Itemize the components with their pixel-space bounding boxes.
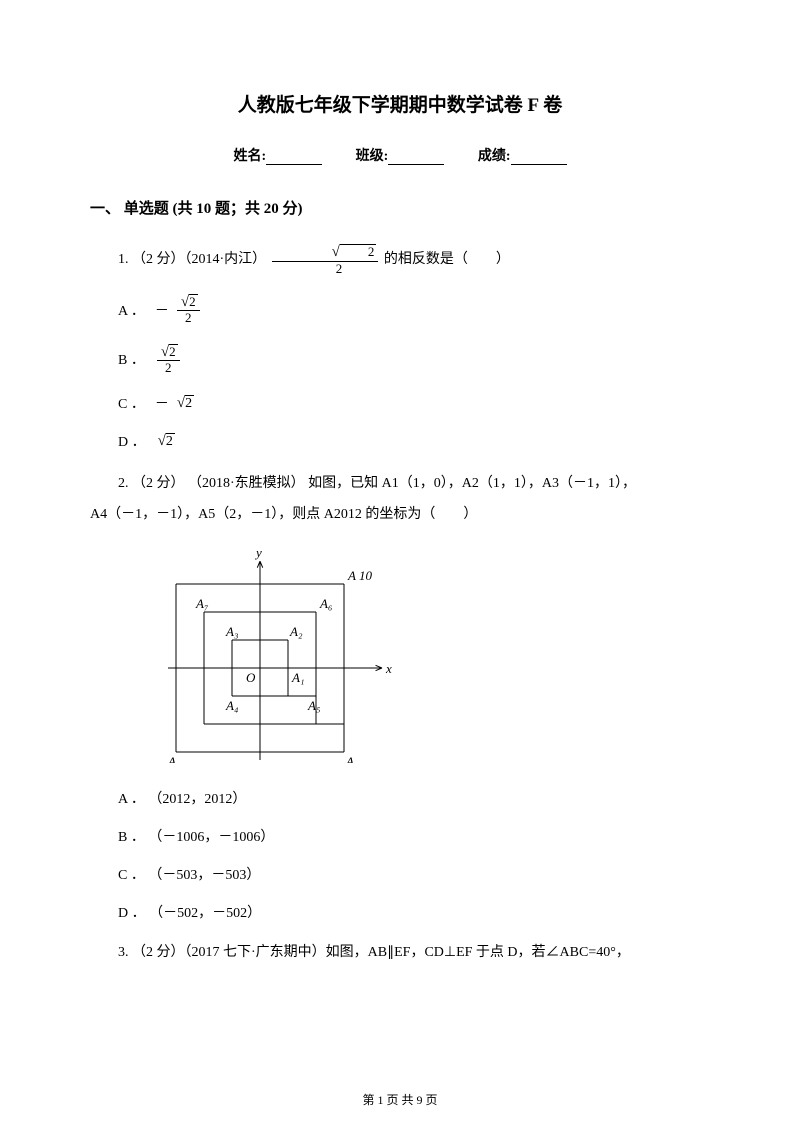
- sqrt-icon: 2: [302, 244, 377, 261]
- minus-sign: －: [155, 393, 169, 413]
- sqrt-icon: 2: [175, 395, 194, 412]
- svg-text:x: x: [385, 661, 392, 676]
- svg-text:A₁: A₁: [291, 670, 304, 685]
- coordinate-diagram: x y O A₁ A₂ A₃ A₄ A₅ A₆ A₇ A₈ A₉ A 10: [150, 543, 410, 763]
- name-label: 姓名:: [233, 145, 266, 165]
- q1-option-d: D ． 2: [118, 431, 710, 451]
- option-label: D ．: [118, 431, 146, 451]
- sqrt-icon: 2: [159, 344, 178, 361]
- q1-fraction: 2 2: [272, 244, 379, 276]
- page-footer: 第 1 页 共 9 页: [0, 1091, 800, 1108]
- option-label: A ．: [118, 300, 145, 320]
- fraction: 2 2: [177, 294, 200, 326]
- q3-stem: 3. （2 分）（2017 七下·广东期中）如图，AB∥EF，CD⊥EF 于点 …: [118, 945, 630, 960]
- q2-diagram: x y O A₁ A₂ A₃ A₄ A₅ A₆ A₇ A₈ A₉ A 10: [150, 543, 710, 768]
- question-1: 1. （2 分）（2014·内江） 2 2 的相反数是（ ）: [90, 244, 710, 276]
- svg-text:A₃: A₃: [225, 624, 238, 639]
- svg-text:A₄: A₄: [225, 698, 239, 713]
- question-2: 2. （2 分） （2018·东胜模拟） 如图，已知 A1（1，0），A2（1，…: [90, 469, 710, 500]
- score-blank: [511, 151, 567, 165]
- question-3: 3. （2 分）（2017 七下·广东期中）如图，AB∥EF，CD⊥EF 于点 …: [90, 940, 710, 965]
- q1-option-c: C ． － 2: [118, 393, 710, 413]
- q2-option-a: A ． （2012，2012）: [118, 788, 710, 808]
- q2-stem: 2. （2 分） （2018·东胜模拟） 如图，已知 A1（1，0），A2（1，…: [118, 476, 636, 491]
- option-label: C ．: [118, 393, 145, 413]
- minus-sign: －: [155, 300, 169, 320]
- q2-stem2: A4（－1，－1），A5（2，－1），则点 A2012 的坐标为（ ）: [90, 507, 477, 522]
- exam-title: 人教版七年级下学期期中数学试卷 F 卷: [90, 90, 710, 117]
- q2-options: A ． （2012，2012） B ． （－1006，－1006） C ． （－…: [118, 788, 710, 922]
- q1-option-a: A ． － 2 2: [118, 294, 710, 326]
- q1-stem-suffix: 的相反数是（ ）: [384, 252, 510, 267]
- q1-options: A ． － 2 2 B ． 2 2 C ． － 2 D ． 2: [118, 294, 710, 452]
- q2-option-b: B ． （－1006，－1006）: [118, 826, 710, 846]
- svg-text:A₇: A₇: [195, 596, 209, 611]
- sqrt-icon: 2: [179, 294, 198, 311]
- svg-text:A₆: A₆: [319, 596, 332, 611]
- svg-text:A₅: A₅: [307, 698, 320, 713]
- name-blank: [266, 151, 322, 165]
- svg-text:A₂: A₂: [289, 624, 303, 639]
- q2-option-c: C ． （－503，－503）: [118, 864, 710, 884]
- sqrt-icon: 2: [156, 433, 175, 450]
- class-blank: [388, 151, 444, 165]
- section-header: 一、 单选题 (共 10 题；共 20 分): [90, 197, 710, 218]
- svg-text:A₉: A₉: [345, 754, 358, 763]
- fraction: 2 2: [157, 344, 180, 376]
- svg-text:y: y: [254, 545, 262, 560]
- svg-text:O: O: [246, 670, 256, 685]
- question-2-line2: A4（－1，－1），A5（2，－1），则点 A2012 的坐标为（ ）: [90, 500, 710, 531]
- q1-option-b: B ． 2 2: [118, 344, 710, 376]
- q1-stem-prefix: 1. （2 分）（2014·内江）: [118, 252, 266, 267]
- svg-text:A 10: A 10: [347, 568, 372, 583]
- class-label: 班级:: [356, 145, 389, 165]
- svg-text:A₈: A₈: [167, 754, 181, 763]
- q2-option-d: D ． （－502，－502）: [118, 902, 710, 922]
- student-info-row: 姓名: 班级: 成绩:: [90, 145, 710, 165]
- option-label: B ．: [118, 349, 145, 369]
- score-label: 成绩:: [478, 145, 511, 165]
